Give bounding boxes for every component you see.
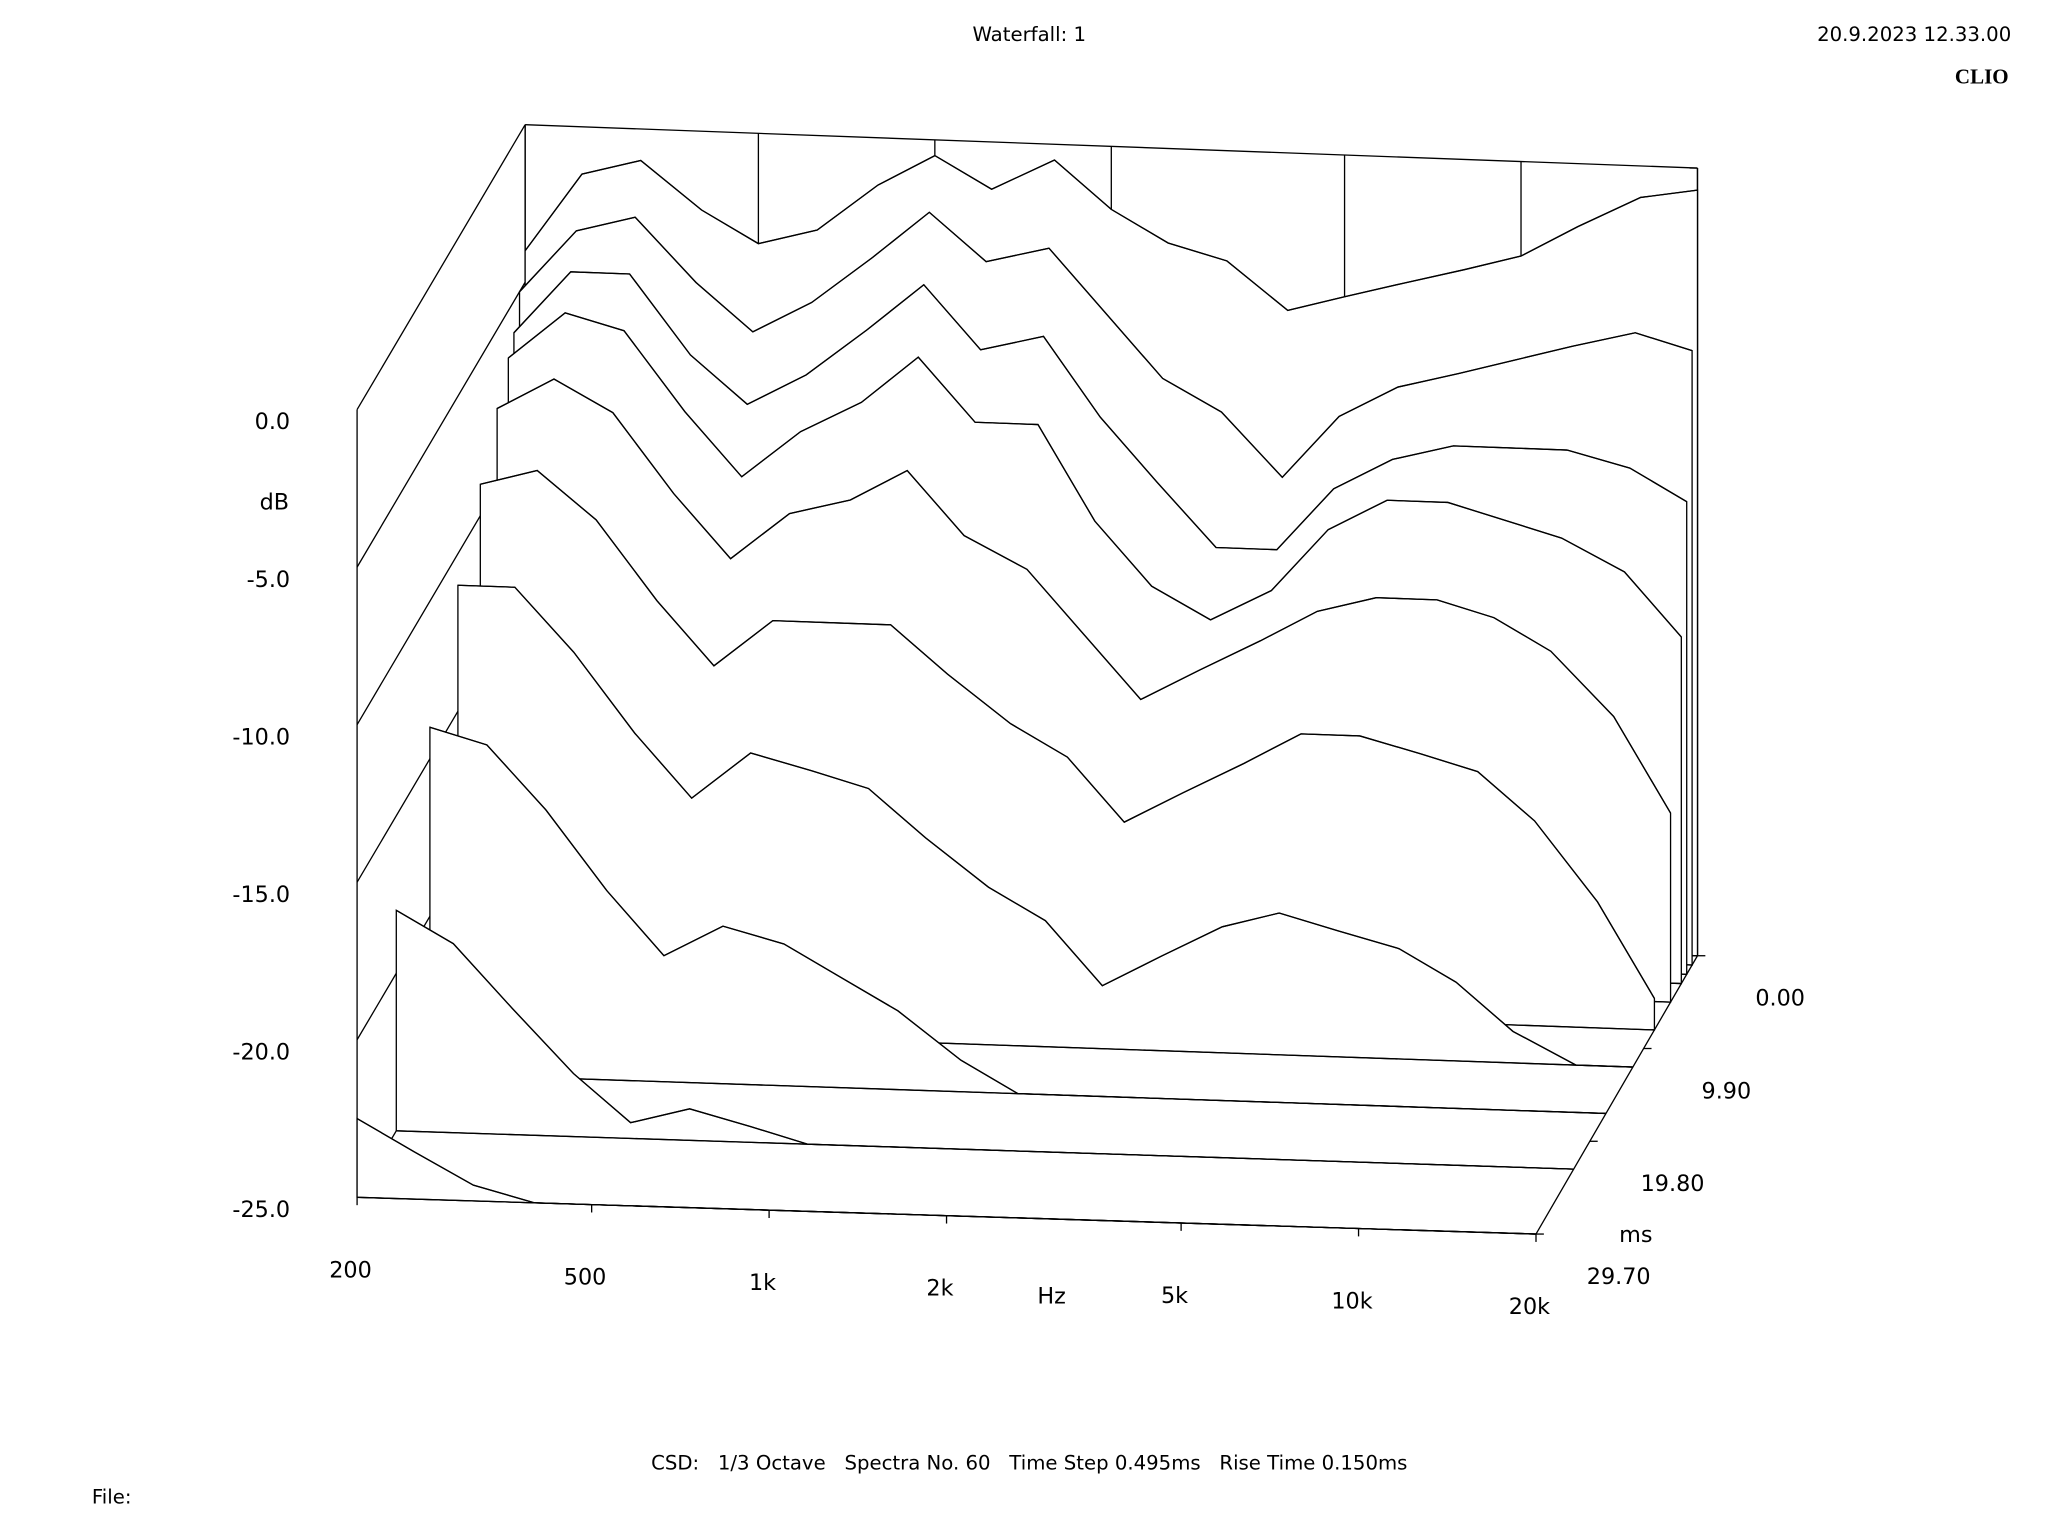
spectrum-slice: [429, 726, 1606, 1115]
spectrum-slice: [480, 469, 1655, 999]
footer: CSD: 1/3 Octave Spectra No. 60 Time Step…: [651, 1451, 1407, 1474]
grid-line: [356, 124, 526, 410]
spectrum-slice: [513, 271, 1688, 551]
y-tick-label: -10.0: [232, 724, 290, 750]
y-tick-label: -15.0: [232, 882, 290, 908]
plot-area: 200 500 1k 2k 5k 10k 20k 0.0 -5.0 -10.0 -15.0 -20.0…: [232, 124, 1805, 1320]
z-tick-label: 29.70: [1587, 1264, 1651, 1290]
brand: CLIO: [1955, 65, 2009, 89]
spectrum-slice: [496, 378, 1672, 814]
z-tick-label: 19.80: [1641, 1171, 1705, 1197]
x-tick-label: 500: [564, 1265, 607, 1291]
spectrum-slice: [519, 211, 1693, 479]
y-tick-label: -20.0: [232, 1039, 290, 1065]
chart-title: Waterfall: 1: [972, 23, 1086, 46]
x-tick-label: 10k: [1331, 1289, 1372, 1315]
x-tick-label: 2k: [926, 1276, 953, 1302]
x-tick-label: 1k: [749, 1270, 776, 1296]
spectrum-slice: [395, 909, 1574, 1170]
y-axis-label: dB: [260, 489, 289, 515]
y-tick-label: -25.0: [232, 1197, 290, 1223]
file-label: File:: [92, 1485, 132, 1508]
spectrum-slice: [524, 154, 1698, 312]
y-tick-label: -5.0: [247, 567, 291, 593]
z-tick-label: 9.90: [1702, 1078, 1752, 1104]
x-tick-label: 5k: [1161, 1283, 1188, 1309]
timestamp: 20.9.2023 12.33.00: [1817, 23, 2011, 46]
spectrum-slice: [457, 584, 1633, 1068]
y-tick-label: 0.0: [255, 409, 290, 435]
z-tick-label: 0.00: [1755, 986, 1805, 1012]
x-tick-label: 200: [329, 1257, 372, 1283]
x-axis-label: Hz: [1037, 1284, 1065, 1310]
spectrum-slice: [507, 312, 1682, 638]
grid-line: [356, 281, 526, 568]
x-tick-label: 20k: [1509, 1294, 1550, 1320]
z-axis-label: ms: [1619, 1222, 1652, 1248]
spectrum-slice: [356, 1117, 1537, 1235]
